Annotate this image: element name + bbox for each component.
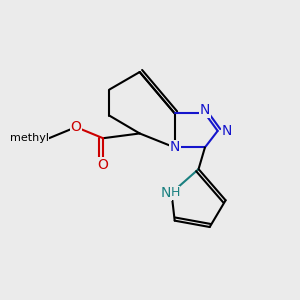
Text: N: N [160,186,171,200]
Text: methyl: methyl [10,133,49,143]
Text: O: O [98,158,109,172]
Text: N: N [200,103,210,117]
Text: H: H [171,187,180,200]
Text: N: N [169,140,180,154]
Text: N: N [221,124,232,138]
Text: O: O [70,120,82,134]
